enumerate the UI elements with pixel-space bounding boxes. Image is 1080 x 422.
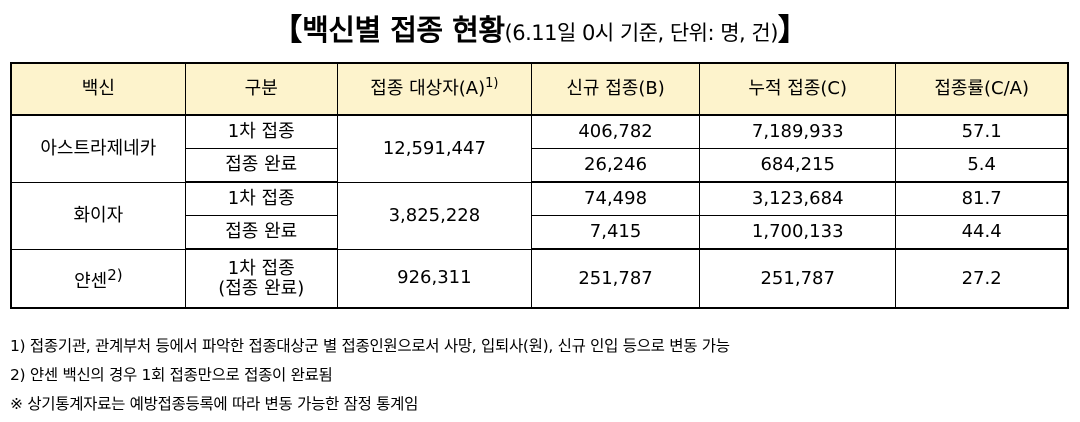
- vaccine-name: 아스트라제네카: [10, 114, 186, 183]
- vaccination-rate: 81.7: [895, 181, 1069, 216]
- title-main: 백신별 접종 현황: [302, 13, 505, 47]
- footnotes: 1) 접종기관, 관계부처 등에서 파악한 접종대상군 별 접종인원으로서 사망…: [10, 332, 730, 419]
- target-count: 926,311: [336, 248, 532, 309]
- header-new: 신규 접종(B): [530, 62, 701, 116]
- vaccination-rate: 5.4: [895, 148, 1069, 183]
- table-row: 접종 완료 26,246 684,215 5.4: [11, 148, 1069, 183]
- vaccine-name: 얀센2): [10, 248, 186, 309]
- vaccine-name: 화이자: [10, 181, 186, 250]
- header-target: 접종 대상자(A)1): [336, 62, 532, 116]
- target-count: 12,591,447: [336, 114, 532, 183]
- footnote-1: 1) 접종기관, 관계부처 등에서 파악한 접종대상군 별 접종인원으로서 사망…: [10, 337, 730, 355]
- dose-type: 1차 접종: [184, 114, 338, 149]
- dose-type: 1차 접종: [184, 181, 338, 216]
- header-target-footnote: 1): [485, 76, 499, 91]
- vaccination-rate: 57.1: [895, 114, 1069, 149]
- cumulative-count: 684,215: [699, 148, 897, 183]
- cumulative-count: 1,700,133: [699, 215, 897, 250]
- cumulative-count: 7,189,933: [699, 114, 897, 149]
- table-header-row: 백신 구분 접종 대상자(A)1) 신규 접종(B) 누적 접종(C) 접종률(…: [10, 62, 1069, 116]
- title-close-bracket: 】: [777, 13, 808, 48]
- vaccination-rate: 27.2: [895, 248, 1069, 309]
- header-type: 구분: [184, 62, 338, 116]
- table-row: 아스트라제네카 1차 접종 12,591,447 406,782 7,189,9…: [10, 114, 1069, 183]
- header-vaccine: 백신: [10, 62, 186, 116]
- vaccination-status-table: 백신 구분 접종 대상자(A)1) 신규 접종(B) 누적 접종(C) 접종률(…: [10, 62, 1069, 309]
- dose-type-line1: 1차 접종: [227, 257, 295, 279]
- vaccination-rate: 44.4: [895, 215, 1069, 250]
- new-count: 74,498: [530, 181, 701, 216]
- new-count: 406,782: [530, 114, 701, 149]
- table-row: 화이자 1차 접종 3,825,228 74,498 3,123,684 81.…: [10, 181, 1069, 250]
- cumulative-count: 3,123,684: [699, 181, 897, 216]
- new-count: 26,246: [530, 148, 701, 183]
- cumulative-count: 251,787: [699, 248, 897, 309]
- dose-type: 접종 완료: [184, 215, 338, 250]
- header-cumulative: 누적 접종(C): [699, 62, 897, 116]
- title-subtitle: (6.11일 0시 기준, 단위: 명, 건): [504, 21, 779, 45]
- dose-type: 접종 완료: [184, 148, 338, 183]
- title-open-bracket: 【: [272, 13, 303, 48]
- dose-type-line2: (접종 완료): [218, 277, 305, 299]
- table-row: 접종 완료 7,415 1,700,133 44.4: [11, 215, 1069, 250]
- target-count: 3,825,228: [336, 181, 532, 250]
- new-count: 251,787: [530, 248, 701, 309]
- footnote-2: 2) 얀센 백신의 경우 1회 접종만으로 접종이 완료됨: [10, 366, 333, 384]
- header-target-label: 접종 대상자(A): [370, 78, 486, 99]
- page-title: 【백신별 접종 현황(6.11일 0시 기준, 단위: 명, 건)】: [0, 10, 1080, 55]
- new-count: 7,415: [530, 215, 701, 250]
- footnote-3: ※ 상기통계자료는 예방접종등록에 따라 변동 가능한 잠정 통계임: [10, 395, 419, 413]
- vaccine-name-label: 얀센: [74, 270, 108, 292]
- header-rate: 접종률(C/A): [895, 62, 1069, 116]
- table-row: 얀센2) 1차 접종 (접종 완료) 926,311 251,787 251,78…: [10, 248, 1069, 309]
- dose-type: 1차 접종 (접종 완료): [184, 248, 338, 309]
- vaccine-name-footnote: 2): [107, 265, 123, 284]
